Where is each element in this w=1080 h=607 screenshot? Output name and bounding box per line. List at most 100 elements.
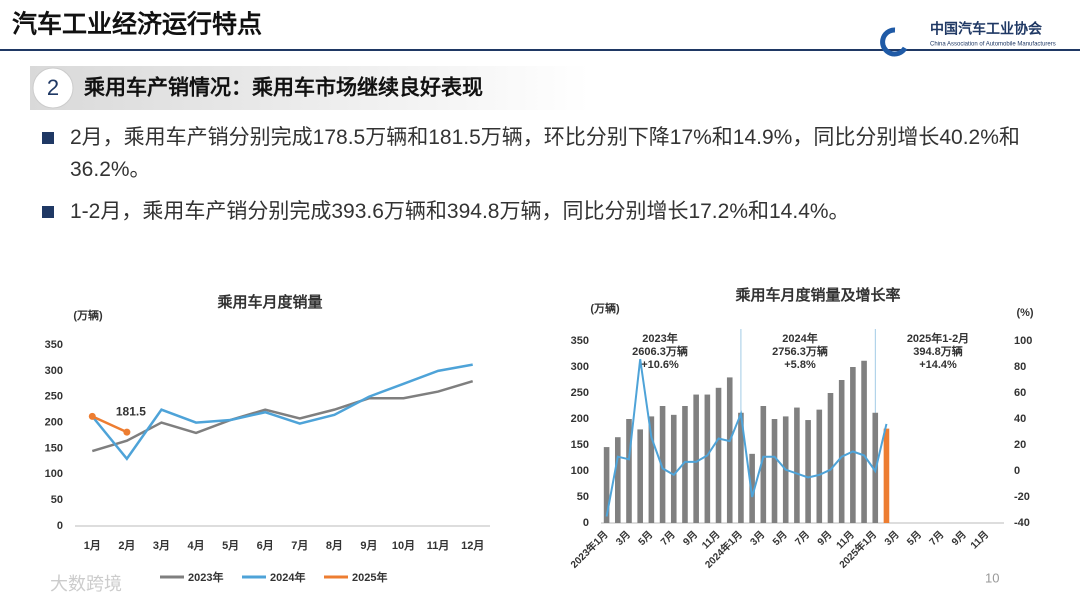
bar [861,360,867,523]
x-tick-label: 8月 [326,539,343,552]
bar [648,416,655,523]
x-tick-label: 2023年1月 [568,528,611,571]
y-tick-label: 0 [1014,465,1020,477]
y-tick-label: 80 [1014,361,1026,373]
legend-label: 2023年 [188,570,223,584]
x-tick-label: 2月 [118,539,135,552]
bar [726,377,733,523]
line-series [605,359,888,517]
y-tick-label: 350 [571,335,589,347]
x-tick-label: 7月 [658,529,677,548]
bar [805,420,811,523]
bar [850,367,856,523]
y-tick-label: 200 [45,416,63,428]
bar [603,447,610,523]
x-tick-label: 12月 [461,539,484,552]
y-tick-label: 250 [45,391,63,403]
logo-cn: 中国汽车工业协会 [930,21,1043,37]
y-tick-label: 0 [57,520,63,532]
x-tick-label: 11月 [427,539,450,552]
section-number: 2 [47,75,59,100]
bar [682,406,688,523]
x-tick-label: 9月 [360,539,377,552]
bar [637,429,643,523]
annotation: +10.6% [641,359,679,371]
y-tick-label: 350 [45,339,63,351]
x-tick-label: 4月 [187,539,204,552]
y-tick-label: 200 [571,413,589,425]
bar [738,412,744,523]
x-tick-label: 3月 [882,529,901,548]
bar [659,406,666,523]
y-tick-label: -40 [1014,517,1030,529]
x-tick-label: 7月 [291,539,308,552]
chart-title: 乘用车月度销量 [216,293,322,311]
y-tick-label: 300 [45,365,63,377]
annotation: +5.8% [784,359,816,371]
x-tick-label: 5月 [222,539,239,552]
bar [749,453,755,523]
bar [816,409,823,523]
watermark: 大数跨境 [50,574,122,594]
bar [704,394,711,523]
y-tick-label: 250 [571,387,589,399]
x-tick-label: 3月 [748,529,767,548]
section-band [30,66,590,110]
slide-title: 汽车工业经济运行特点 [12,10,262,39]
y-tick-label: 50 [577,491,589,503]
point [123,428,131,436]
y-tick-label: 60 [1014,387,1026,399]
point [88,412,96,420]
data-label: 181.5 [116,404,146,418]
x-tick-label: 6月 [257,539,274,552]
chart-title: 乘用车月度销量及增长率 [734,286,900,304]
bar [760,406,767,523]
legend-label: 2025年 [352,570,387,584]
y-tick-label: -20 [1014,491,1030,503]
x-tick-label: 9月 [681,529,700,548]
line-series [91,380,474,453]
bar [626,419,632,523]
bar [670,414,677,523]
line-series [91,415,128,434]
x-tick-label: 7月 [793,529,812,548]
y-tick-label: 150 [45,442,63,454]
line-series [91,363,473,461]
y-tick-label: 150 [571,439,589,451]
x-tick-label: 5月 [770,529,789,548]
annotation: 394.8万辆 [913,344,963,358]
x-tick-label: 9月 [815,529,834,548]
annotation: 2606.3万辆 [632,344,688,358]
annotation: 2024年 [782,331,817,345]
y-tick-label: 0 [583,517,589,529]
x-tick-label: 11月 [968,529,991,552]
annotation: 2756.3万辆 [772,344,828,358]
y-tick-label: 100 [45,468,63,480]
y-tick-label: 300 [571,361,589,373]
annotation: 2025年1-2月 [907,331,969,345]
legend-label: 2024年 [270,570,305,584]
bar [838,380,845,523]
x-tick-label: 3月 [613,529,632,548]
y-axis-label: (万辆) [590,301,620,315]
annotation: 2023年 [642,331,677,345]
x-tick-label: 10月 [392,539,415,552]
page-number: 10 [985,570,999,585]
logo-mark [880,27,908,57]
y-tick-label: 40 [1014,413,1026,425]
section-circle [32,67,74,109]
y-tick-label: 100 [571,465,589,477]
bullet: 1-2月，乘用车产销分别完成393.6万辆和394.8万辆，同比分别增长17.2… [40,196,1080,228]
bar [715,387,722,523]
section-title: 乘用车产销情况：乘用车市场继续良好表现 [83,76,483,100]
bullet: 2月，乘用车产销分别完成178.5万辆和181.5万辆，环比分别下降17%和14… [40,122,1080,186]
bar [693,394,699,523]
annotation: +14.4% [919,359,957,371]
bar [827,393,834,523]
x-tick-label: 5月 [905,529,924,548]
bar [771,419,778,523]
logo-en: China Association of Automobile Manufact… [930,42,1056,48]
x-tick-label: 9月 [949,529,968,548]
bar [614,437,621,523]
